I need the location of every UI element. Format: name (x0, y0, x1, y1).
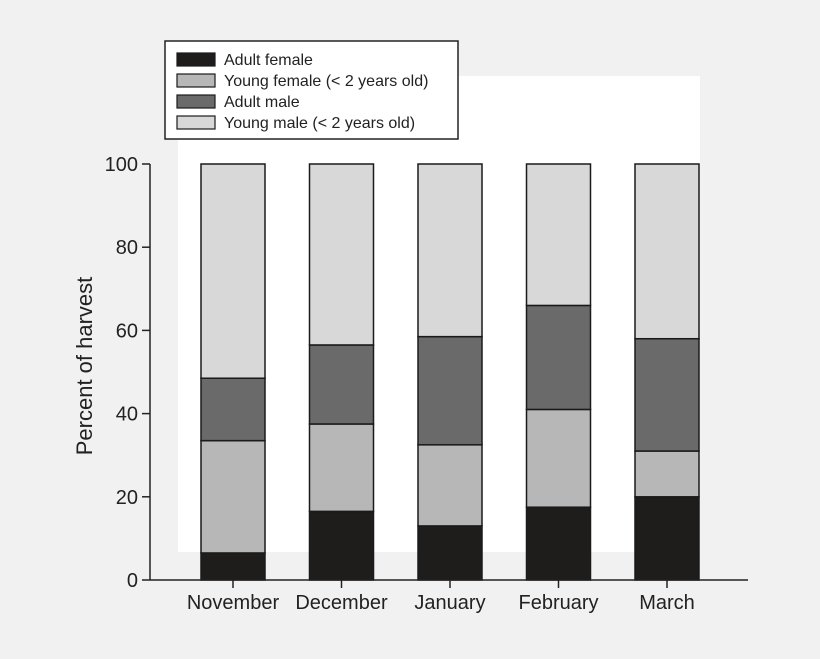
y-tick-label: 60 (116, 320, 138, 342)
x-ticks: November December January February March (187, 580, 695, 614)
y-tick-label: 40 (116, 404, 138, 426)
bar-segment (200, 163, 266, 379)
y-tick-label: 100 (105, 154, 138, 176)
bar-segment (308, 423, 375, 513)
bar-segment (634, 163, 700, 340)
bar-segment (200, 552, 266, 581)
legend-label: Young female (< 2 years old) (224, 73, 428, 90)
bar-segment (417, 163, 483, 338)
bar-segment (634, 450, 700, 498)
x-tick-label: February (518, 592, 598, 614)
y-ticks: 0 20 40 60 80 100 (105, 154, 150, 592)
bar-segment (200, 377, 266, 442)
x-tick-label: January (414, 592, 485, 614)
y-axis-label: Percent of harvest (72, 277, 97, 456)
x-tick-label: November (187, 592, 280, 614)
bar-segment (634, 496, 700, 581)
legend-swatch (176, 73, 216, 88)
bar-segment (200, 439, 266, 554)
x-tick-label: December (295, 592, 388, 614)
legend-swatch (176, 94, 216, 109)
legend-label: Adult female (224, 52, 313, 69)
x-tick-label: March (639, 592, 695, 614)
bar-segment (525, 304, 592, 411)
bar-segment (417, 525, 483, 581)
bars-layer (200, 163, 700, 581)
bar-segment (525, 163, 592, 307)
bar-segment (525, 506, 592, 581)
bar-segment (308, 510, 375, 581)
bar-segment (525, 408, 592, 508)
y-tick-label: 80 (116, 237, 138, 259)
legend-swatch (176, 115, 216, 130)
bar-segment (634, 337, 700, 452)
bar-segment (308, 163, 375, 346)
bar-segment (308, 344, 375, 425)
legend-label: Adult male (224, 94, 300, 111)
y-tick-label: 0 (127, 570, 138, 592)
legend-swatch (176, 52, 216, 67)
bar-segment (417, 444, 483, 527)
axes-layer (149, 164, 748, 581)
legend-label: Young male (< 2 years old) (224, 115, 415, 132)
legend: Adult female Young female (< 2 years old)… (164, 40, 459, 140)
bar-segment (417, 335, 483, 446)
y-tick-label: 20 (116, 487, 138, 509)
